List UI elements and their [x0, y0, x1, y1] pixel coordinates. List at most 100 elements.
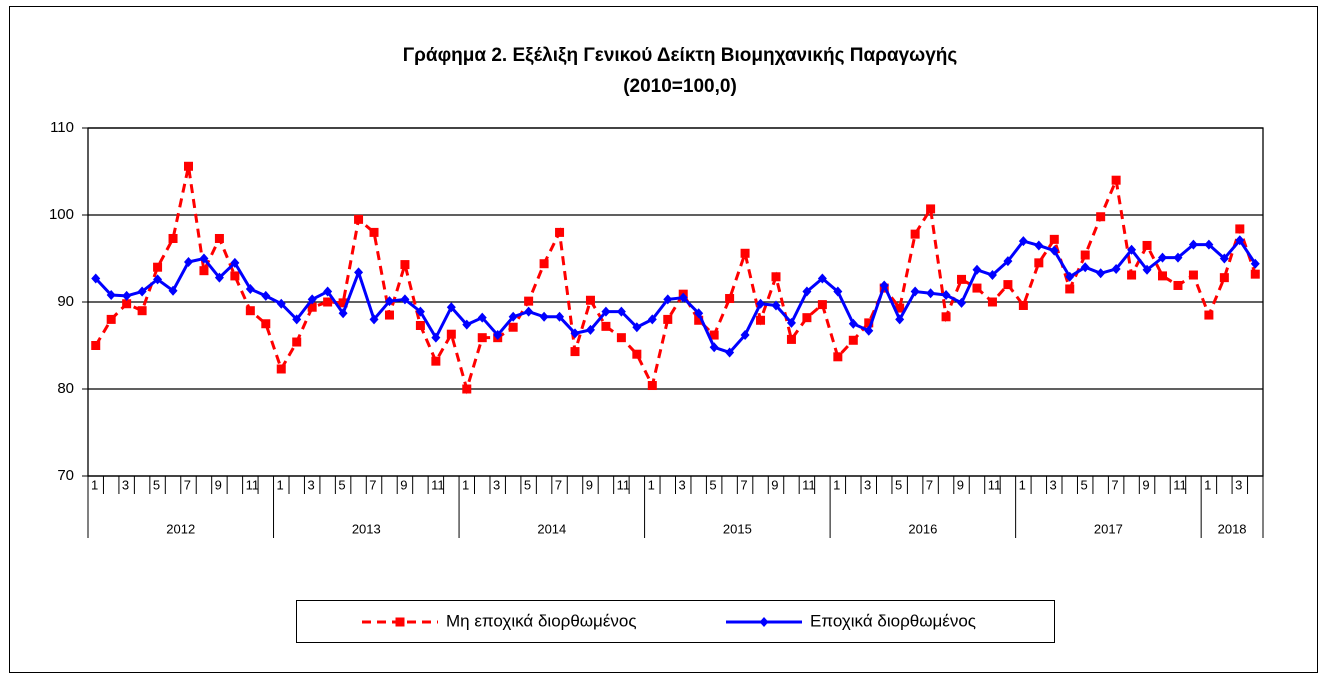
data-point	[106, 314, 116, 324]
data-point	[168, 285, 178, 296]
legend-label: Εποχικά διορθωμένος	[810, 611, 976, 630]
data-point	[1127, 244, 1137, 255]
data-point	[245, 283, 255, 294]
x-tick-label: 1	[91, 477, 98, 492]
data-point	[1158, 271, 1168, 281]
data-point	[431, 356, 441, 366]
data-point	[570, 347, 580, 357]
data-point	[895, 314, 905, 325]
x-tick-label: 9	[1142, 477, 1149, 492]
data-point	[585, 324, 595, 335]
data-point	[122, 299, 132, 309]
year-label: 2014	[537, 521, 566, 536]
data-point	[1034, 258, 1044, 268]
data-point	[848, 335, 858, 345]
data-point	[771, 272, 781, 282]
data-point	[1096, 268, 1106, 279]
y-tick-label: 90	[57, 293, 74, 310]
data-point	[354, 267, 364, 278]
data-point	[786, 334, 796, 344]
data-point	[879, 280, 889, 291]
data-point	[1049, 245, 1059, 256]
x-tick-label: 9	[586, 477, 593, 492]
chart-title: Γράφημα 2. Εξέλιξη Γενικού Δείκτη Βιομηχ…	[403, 45, 958, 66]
data-point	[1219, 253, 1229, 264]
data-point	[694, 308, 704, 319]
x-tick-label: 9	[215, 477, 222, 492]
data-point	[725, 347, 735, 358]
data-point	[987, 270, 997, 281]
data-point	[230, 257, 240, 268]
data-point	[1173, 280, 1183, 290]
x-tick-label: 11	[246, 477, 260, 492]
x-tick-label: 11	[1173, 477, 1187, 492]
data-point	[338, 298, 348, 308]
data-point	[446, 329, 456, 339]
x-tick-label: 1	[833, 477, 840, 492]
year-label: 2017	[1094, 521, 1123, 536]
y-tick-label: 100	[49, 206, 74, 223]
data-point	[477, 312, 487, 323]
data-point	[415, 306, 425, 317]
data-point	[1096, 212, 1106, 222]
data-point	[323, 286, 333, 297]
data-point	[276, 298, 286, 309]
legend-label: Μη εποχικά διορθωμένος	[446, 611, 637, 630]
data-point	[1204, 310, 1214, 320]
data-point	[1188, 239, 1198, 250]
x-tick-label: 1	[1019, 477, 1026, 492]
data-point	[91, 341, 101, 350]
x-tick-label: 9	[400, 477, 407, 492]
data-point	[307, 302, 317, 312]
data-point	[1158, 252, 1168, 263]
data-point	[137, 306, 147, 316]
data-point	[137, 286, 147, 297]
data-point	[1235, 235, 1245, 246]
data-point	[709, 330, 719, 340]
data-point	[555, 311, 565, 322]
data-point	[1018, 236, 1028, 247]
x-tick-label: 11	[617, 477, 631, 492]
data-point	[508, 322, 518, 332]
data-point	[756, 298, 766, 309]
data-point	[848, 318, 858, 329]
x-tick-label: 1	[648, 477, 655, 492]
year-label: 2018	[1218, 521, 1247, 536]
data-point	[384, 310, 394, 320]
x-tick-label: 7	[555, 477, 562, 492]
data-point	[183, 256, 193, 267]
data-point	[384, 296, 394, 307]
data-point	[1188, 270, 1198, 280]
data-point	[864, 325, 874, 336]
x-tick-label: 3	[493, 477, 500, 492]
data-point	[307, 294, 317, 305]
data-point	[972, 264, 982, 275]
x-tick-label: 3	[1235, 477, 1242, 492]
data-point	[957, 274, 967, 284]
data-point	[400, 260, 410, 270]
data-point	[230, 271, 240, 281]
data-point	[817, 273, 827, 284]
data-point	[1142, 240, 1152, 250]
data-point	[524, 306, 534, 317]
data-point	[1080, 262, 1090, 273]
data-point	[415, 320, 425, 330]
x-tick-label: 5	[1080, 477, 1087, 492]
data-point	[91, 273, 101, 284]
data-point	[1003, 280, 1013, 290]
data-point	[323, 297, 333, 307]
x-tick-label: 5	[338, 477, 345, 492]
data-point	[214, 233, 224, 243]
x-tick-label: 7	[740, 477, 747, 492]
y-tick-label: 70	[57, 467, 74, 484]
data-point	[369, 227, 379, 237]
data-point	[941, 290, 951, 301]
year-label: 2015	[723, 521, 752, 536]
data-point	[802, 313, 812, 323]
data-point	[1204, 239, 1214, 250]
data-point	[957, 297, 967, 308]
data-point	[261, 290, 271, 301]
data-point	[1080, 250, 1090, 260]
x-tick-label: 3	[122, 477, 129, 492]
